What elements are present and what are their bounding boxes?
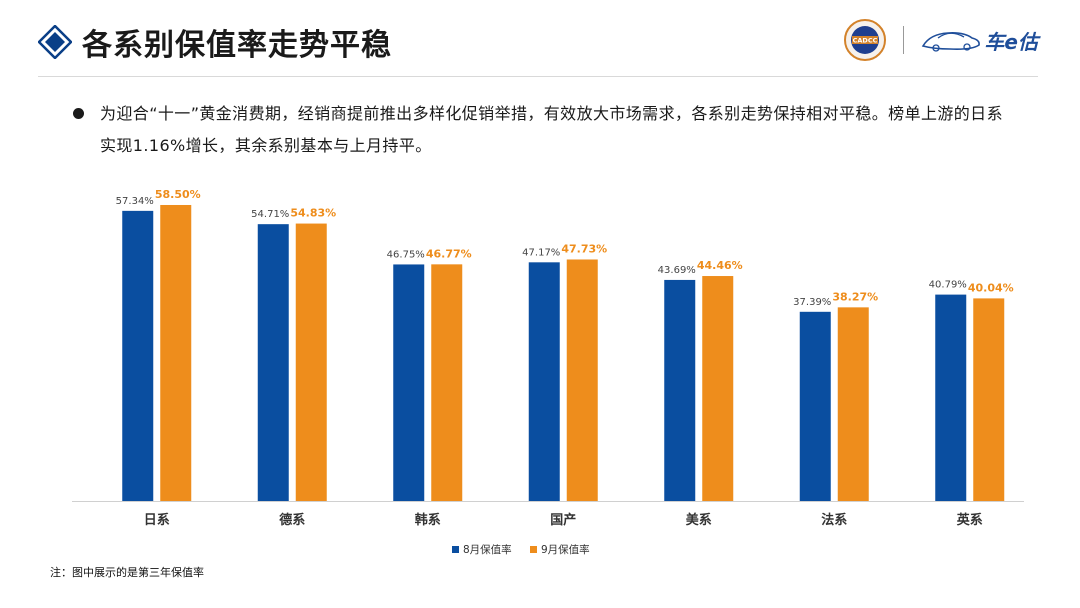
page-title: 各系别保值率走势平稳 [82, 28, 392, 63]
x-tick-label-1: 德系 [279, 512, 305, 528]
data-label-aug-6: 40.79% [929, 280, 967, 291]
bar-aug-0 [122, 210, 154, 501]
data-label-aug-3: 47.17% [522, 247, 560, 258]
bar-aug-3 [528, 262, 560, 501]
x-tick-label-4: 美系 [686, 512, 712, 528]
diamond-icon [38, 25, 72, 59]
bullet-text: 为迎合“十一”黄金消费期，经销商提前推出多样化促销举措，有效放大市场需求，各系别… [100, 104, 1003, 155]
cadcc-seal-logo: CADCC [844, 19, 887, 61]
bar-aug-2 [393, 264, 425, 501]
bar-aug-5 [799, 311, 831, 501]
data-label-sep-1: 54.83% [290, 207, 336, 220]
brand-logo: 车e估 [920, 26, 1038, 55]
legend-swatch-0 [452, 546, 459, 553]
bar-sep-6 [973, 298, 1005, 501]
data-label-aug-2: 46.75% [387, 249, 425, 260]
data-label-sep-4: 44.46% [697, 259, 743, 272]
data-label-sep-6: 40.04% [968, 281, 1014, 294]
bar-sep-1 [295, 223, 327, 502]
x-tick-label-5: 法系 [821, 512, 847, 528]
bar-sep-4 [702, 276, 734, 501]
x-tick-label-2: 韩系 [415, 512, 441, 528]
bar-aug-4 [664, 279, 696, 501]
logo-divider [903, 26, 905, 54]
x-tick-label-3: 国产 [550, 512, 576, 528]
footnote: 注：图中展示的是第三年保值率 [50, 566, 204, 579]
title-area: 各系别保值率走势平稳 [38, 22, 392, 63]
svg-text:CADCC: CADCC [853, 37, 878, 45]
x-tick-label-0: 日系 [144, 512, 170, 528]
brand-name: 车e估 [984, 29, 1038, 54]
data-label-aug-1: 54.71% [251, 209, 289, 220]
header-divider [38, 76, 1038, 77]
data-label-aug-0: 57.34% [116, 196, 154, 207]
bar-sep-5 [837, 307, 869, 501]
data-label-sep-3: 47.73% [561, 242, 607, 255]
data-label-sep-5: 38.27% [832, 290, 878, 303]
data-label-aug-5: 37.39% [793, 297, 831, 308]
data-label-sep-2: 46.77% [426, 247, 472, 260]
bar-sep-2 [431, 264, 463, 501]
bar-sep-0 [160, 204, 192, 502]
legend-label-1: 9月保值率 [541, 543, 590, 556]
x-tick-label-6: 英系 [956, 512, 983, 528]
data-label-sep-0: 58.50% [155, 188, 201, 201]
bar-aug-6 [935, 294, 967, 501]
bar-aug-1 [257, 224, 289, 501]
data-label-aug-4: 43.69% [658, 265, 696, 276]
bar-sep-3 [566, 259, 598, 501]
car-outline-icon [922, 32, 981, 52]
bullet-dot-icon [73, 108, 84, 119]
legend-swatch-1 [530, 546, 537, 553]
header-logos: CADCC 车e估 [843, 18, 1038, 62]
legend-label-0: 8月保值率 [463, 543, 512, 556]
